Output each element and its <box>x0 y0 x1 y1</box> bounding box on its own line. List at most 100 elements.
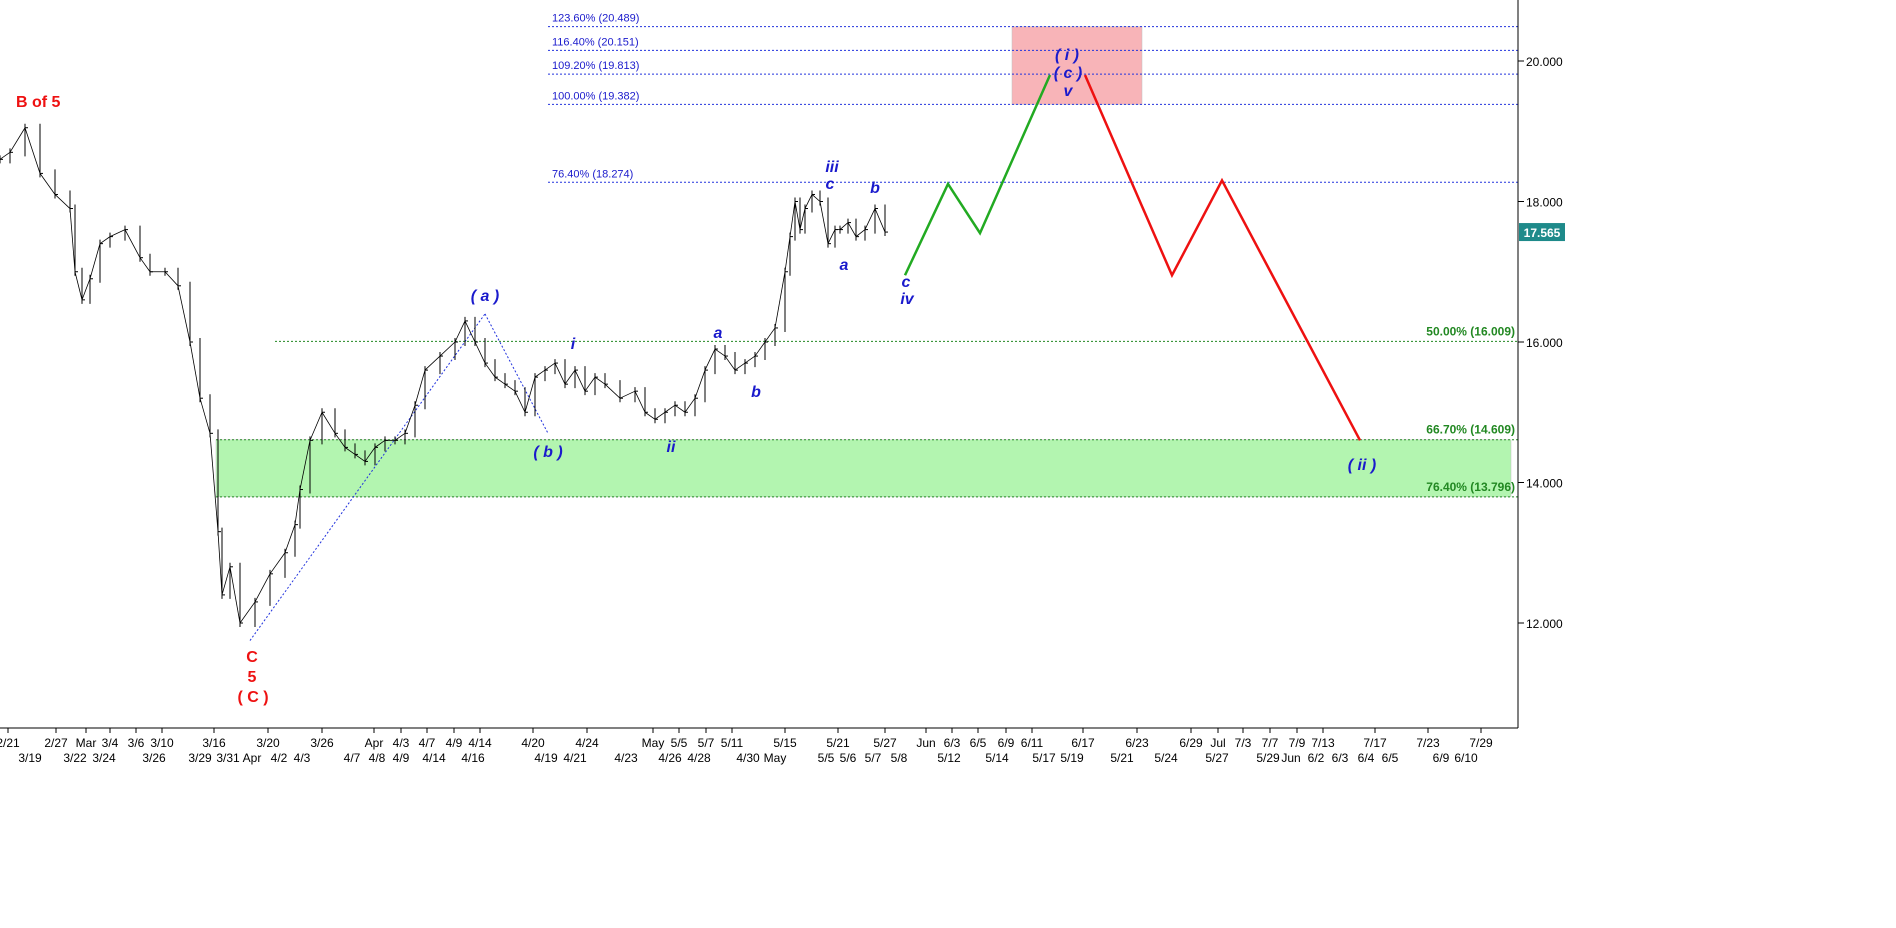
y-tick-label: 14.000 <box>1526 477 1563 491</box>
price-path-segment <box>855 229 866 237</box>
x-tick-label-top: 6/5 <box>970 736 987 750</box>
price-path-segment <box>594 376 606 385</box>
x-tick-label-top: 7/7 <box>1262 736 1279 750</box>
price-path-segment <box>554 362 566 385</box>
price-path-segment <box>754 341 766 357</box>
x-tick-label-top: 2/27 <box>44 736 68 750</box>
wave-label-iv: iv <box>900 291 914 308</box>
x-tick-label-bottom: 4/26 <box>658 751 682 765</box>
fib-label-ret-6: 66.70% (14.609) <box>1426 423 1515 437</box>
x-tick-label-bottom: 4/14 <box>422 751 446 765</box>
x-tick-label-top: 3/26 <box>310 736 334 750</box>
wave-dotted-line-1 <box>484 313 549 434</box>
x-tick-label-bottom: 3/22 <box>63 751 87 765</box>
price-path-segment <box>294 489 301 525</box>
price-path-segment <box>189 341 201 399</box>
price-path-segment <box>39 173 56 195</box>
red-projection <box>1083 74 1362 441</box>
price-path-segment <box>811 194 821 202</box>
price-path-segment <box>89 243 101 279</box>
x-tick-label-top: 7/9 <box>1289 736 1306 750</box>
price-path-segment <box>504 383 516 392</box>
x-tick-label-bottom: 5/6 <box>840 751 857 765</box>
wave-label-small_i: i <box>571 336 576 353</box>
wave-label-b1: b <box>751 384 761 401</box>
x-tick-label-top: 4/20 <box>521 736 545 750</box>
fib-label-ext-2: 109.20% (19.813) <box>552 60 639 72</box>
price-path-segment <box>744 355 756 364</box>
price-path-segment <box>644 411 656 420</box>
price-path-segment <box>139 257 151 272</box>
price-path-segment <box>177 285 191 343</box>
wave-label-ii_paren: ( ii ) <box>1348 457 1376 474</box>
price-path-segment <box>299 440 311 490</box>
x-tick-label-bottom: 6/10 <box>1454 751 1478 765</box>
price-path-segment <box>9 127 26 153</box>
price-path-segment <box>564 369 576 385</box>
price-path-segment <box>524 377 536 413</box>
price-path-segment <box>514 391 526 413</box>
x-tick-label-top: 7/29 <box>1469 736 1493 750</box>
fib-label-ext-1: 116.40% (20.151) <box>552 36 639 48</box>
x-tick-label-top: 5/27 <box>873 736 897 750</box>
x-tick-label-bottom: 4/30 <box>736 751 760 765</box>
x-tick-label-bottom: 4/8 <box>369 751 386 765</box>
wave-label-a1: a <box>714 325 723 342</box>
x-tick-label-bottom: 4/9 <box>393 751 410 765</box>
price-path-segment <box>664 404 676 413</box>
price-path-segment <box>827 229 836 244</box>
x-tick-label-top: 7/3 <box>1235 736 1252 750</box>
x-tick-label-bottom: 6/2 <box>1308 751 1325 765</box>
price-path-segment <box>284 524 296 553</box>
price-path-segment <box>794 201 801 230</box>
x-tick-label-bottom: 4/16 <box>461 751 485 765</box>
price-path-segment <box>774 271 786 329</box>
price-path-segment <box>474 341 486 364</box>
wave-label-five_low: 5 <box>248 669 257 686</box>
fib-label-ret-5: 50.00% (16.009) <box>1426 324 1515 338</box>
price-path-segment <box>229 566 241 624</box>
x-tick-label-bottom: 5/24 <box>1154 751 1178 765</box>
wave-label-c2: c <box>826 176 835 193</box>
wave-label-b_of_5: B of 5 <box>16 94 61 111</box>
fib-levels-layer: 123.60% (20.489) 116.40% (20.151) 109.20% … <box>216 13 1518 498</box>
x-tick-label-top: 3/6 <box>128 736 145 750</box>
x-tick-label-bottom: 3/29 <box>188 751 212 765</box>
projection-layer <box>903 74 1362 441</box>
last-price-label: 17.565 <box>1524 226 1561 240</box>
fib-label-ext-3: 100.00% (19.382) <box>552 90 639 102</box>
x-tick-label-top: 6/3 <box>944 736 961 750</box>
x-tick-label-top: May <box>642 736 665 750</box>
x-tick-label-top: 4/3 <box>393 736 410 750</box>
x-tick-label-top: 4/14 <box>468 736 492 750</box>
price-path-segment <box>199 398 211 434</box>
fib-label-ext-0: 123.60% (20.489) <box>552 13 639 25</box>
price-path-segment <box>309 412 323 441</box>
x-tick-label-top: 4/7 <box>419 736 436 750</box>
price-path-segment <box>414 369 426 406</box>
price-path-segment <box>74 271 83 300</box>
x-tick-label-bottom: 5/7 <box>865 751 882 765</box>
wave-label-a_paren: ( a ) <box>471 288 499 305</box>
x-tick-label-bottom: 5/12 <box>937 751 961 765</box>
x-tick-label-top: 5/21 <box>826 736 850 750</box>
x-tick-label-bottom: 5/19 <box>1060 751 1084 765</box>
green-projection <box>903 74 1052 276</box>
x-tick-label-bottom: 6/5 <box>1382 751 1399 765</box>
y-tick-label: 20.000 <box>1526 55 1563 69</box>
price-path-segment <box>334 433 346 448</box>
price-path-segment <box>574 369 586 392</box>
price-path-segment <box>584 376 596 392</box>
price-path-segment <box>684 397 696 413</box>
price-path-segment <box>321 412 336 434</box>
x-tick-label-bottom: Apr <box>243 751 262 765</box>
axes-layer: 12.000 14.000 16.000 18.000 20.000 17.565 2/21… <box>0 0 1565 765</box>
wave-label-i_paren: ( i ) <box>1055 47 1079 64</box>
x-tick-label-top: Apr <box>365 736 384 750</box>
price-path-segment <box>839 222 849 230</box>
price-path-segment <box>694 369 706 399</box>
x-tick-label-top: 6/17 <box>1071 736 1095 750</box>
price-path-segment <box>454 320 466 343</box>
price-path-segment <box>217 531 223 595</box>
price-path-segment <box>784 236 791 272</box>
